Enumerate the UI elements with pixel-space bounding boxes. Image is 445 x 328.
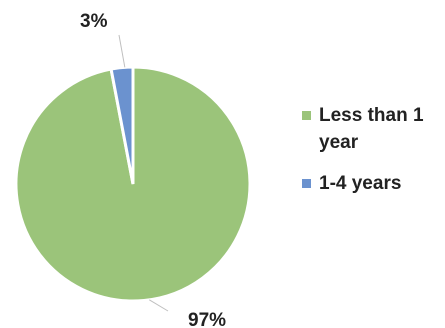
legend: Less than 1 year 1-4 years: [302, 102, 442, 211]
legend-swatch-1-4-years: [302, 179, 311, 188]
data-label-1-4-years: 3%: [80, 11, 108, 32]
legend-item-1-4-years: 1-4 years: [302, 170, 442, 197]
pie-slice-1-4-years: [109, 65, 135, 185]
data-label-less-than-1-year: 97%: [188, 310, 226, 328]
legend-label-less-than-1-year: Less than 1 year: [319, 105, 424, 153]
legend-item-less-than-1-year: Less than 1 year: [302, 102, 442, 156]
leader-line-less-than-1-year: [149, 299, 169, 312]
leader-line-1-4-years: [118, 34, 126, 68]
legend-label-1-4-years: 1-4 years: [319, 173, 402, 194]
legend-swatch-less-than-1-year: [302, 111, 311, 120]
